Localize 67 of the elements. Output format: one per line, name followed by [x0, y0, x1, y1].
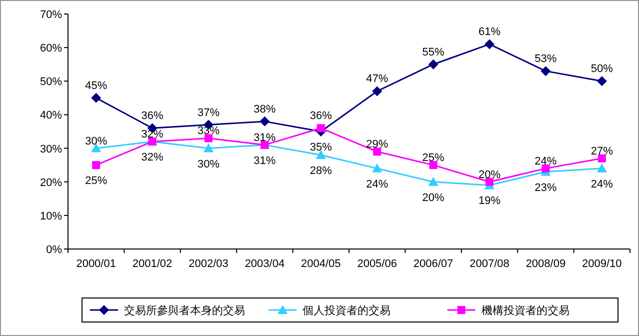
data-label: 61% [478, 26, 501, 38]
x-tick-label: 2001/02 [132, 258, 172, 270]
point [204, 143, 214, 152]
x-tick-label: 2008/09 [526, 258, 566, 270]
x-tick-label: 2007/08 [470, 258, 510, 270]
point [428, 176, 438, 186]
data-label: 30% [85, 135, 108, 148]
x-tick-label: 2003/04 [244, 258, 285, 270]
data-label: 24% [534, 155, 557, 168]
point [260, 116, 270, 126]
data-label: 50% [590, 63, 614, 76]
data-label: 20% [478, 168, 501, 181]
y-tick-label: 40% [40, 110, 62, 122]
data-label: 24% [366, 178, 388, 190]
x-tick-label: 2005/06 [357, 258, 397, 270]
point [204, 134, 212, 142]
data-label: 38% [254, 103, 276, 116]
data-label: 45% [85, 80, 108, 92]
y-tick-label: 20% [40, 176, 62, 189]
x-tick-label: 2009/10 [582, 258, 622, 270]
y-tick-label: 70% [40, 9, 62, 21]
point [316, 124, 325, 132]
point [92, 161, 100, 170]
point [372, 86, 382, 96]
point [91, 92, 102, 103]
y-tick-label: 50% [40, 76, 62, 88]
x-tick-label: 2006/07 [413, 258, 454, 270]
data-label: 24% [590, 178, 614, 190]
data-label: 25% [422, 152, 445, 164]
y-tick-label: 10% [40, 210, 62, 222]
point [428, 59, 438, 70]
point [373, 148, 382, 156]
point [596, 163, 607, 172]
y-tick-label: 60% [40, 42, 62, 55]
y-tick-label: 0% [46, 244, 62, 256]
point [596, 76, 607, 86]
data-label: 55% [422, 46, 445, 58]
legend-label: 交易所參與者本身的交易 [124, 304, 245, 317]
point [484, 39, 494, 50]
data-label: 35% [310, 142, 332, 154]
data-label: 30% [197, 158, 220, 170]
point [540, 66, 551, 76]
data-label: 53% [534, 53, 557, 66]
point [429, 161, 438, 170]
data-label: 47% [366, 73, 388, 86]
x-tick-label: 2002/03 [188, 258, 228, 270]
data-label: 31% [254, 132, 276, 144]
data-label: 32% [141, 152, 164, 164]
data-label: 27% [590, 145, 614, 158]
data-label: 25% [85, 175, 108, 188]
x-tick-label: 2004/05 [301, 258, 341, 270]
legend-label: 個人投資者的交易 [302, 304, 391, 317]
data-label: 32% [141, 128, 164, 141]
data-label: 31% [254, 154, 276, 167]
y-tick-label: 30% [40, 143, 62, 156]
data-label: 36% [141, 110, 164, 122]
data-label: 28% [310, 165, 332, 177]
data-label: 37% [197, 106, 220, 119]
data-label: 23% [534, 182, 557, 194]
data-label: 36% [310, 110, 332, 122]
legend-label: 機構投資者的交易 [481, 304, 570, 317]
x-tick-label: 2000/01 [76, 258, 116, 270]
data-label: 29% [366, 138, 388, 151]
point [372, 163, 382, 172]
data-label: 19% [478, 195, 501, 208]
data-label: 33% [197, 125, 220, 138]
data-label: 20% [422, 192, 445, 204]
